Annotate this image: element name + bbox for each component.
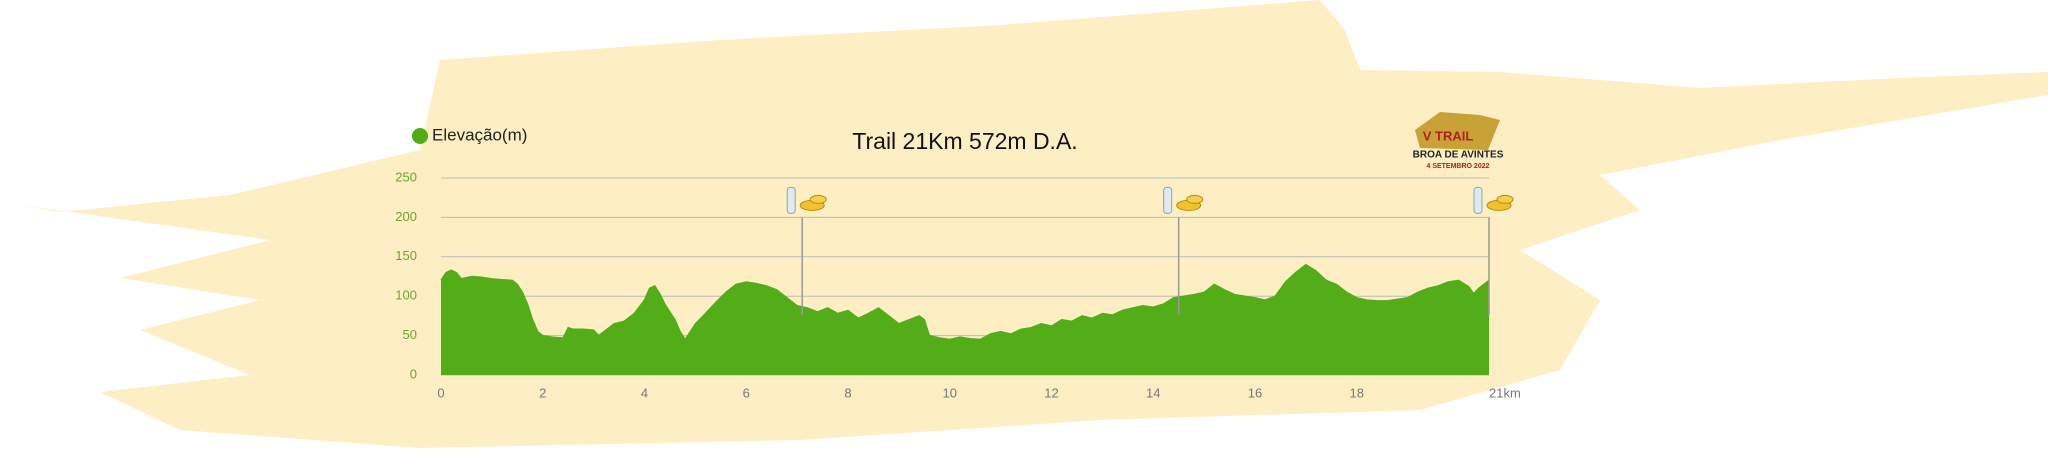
y-tick-label: 200 — [395, 209, 417, 224]
x-tick-label: 6 — [743, 385, 750, 400]
aid-station — [786, 186, 827, 315]
logo-shape — [1415, 112, 1500, 150]
x-tick-label: 21km — [1489, 385, 1521, 400]
aid-station — [1163, 186, 1204, 315]
chart-title: Trail 21Km 572m D.A. — [852, 128, 1077, 154]
logo-text: V TRAIL — [1423, 128, 1474, 143]
background-brush — [20, 0, 2048, 448]
logo-text: BROA DE AVINTES — [1413, 150, 1504, 161]
banana-icon — [1496, 194, 1514, 204]
legend-label: Elevação(m) — [432, 125, 527, 144]
y-tick-label: 250 — [395, 169, 417, 184]
logo: V TRAIL BROA DE AVINTES 4 SETEMBRO 2022 — [1413, 112, 1504, 170]
bottle-icon — [1473, 186, 1483, 214]
elevation-line — [440, 263, 1490, 341]
x-tick-label: 2 — [539, 385, 546, 400]
x-tick-label: 10 — [943, 385, 957, 400]
y-tick-label: 0 — [410, 366, 417, 381]
x-tick-label: 8 — [844, 385, 851, 400]
logo-text: 4 SETEMBRO 2022 — [1426, 163, 1489, 170]
bottle-icon — [786, 186, 796, 214]
x-tick-label: 18 — [1349, 385, 1363, 400]
banana-icon — [1186, 194, 1204, 204]
x-tick-label: 0 — [437, 385, 444, 400]
x-tick-label: 12 — [1044, 385, 1058, 400]
x-tick-label: 14 — [1146, 385, 1160, 400]
area-fill — [441, 264, 1489, 375]
legend-swatch — [412, 128, 428, 144]
banana-icon — [809, 194, 827, 204]
bottle-icon — [1163, 186, 1173, 214]
x-tick-label: 16 — [1248, 385, 1262, 400]
y-tick-label: 100 — [395, 288, 417, 303]
x-tick-label: 4 — [641, 385, 648, 400]
aid-station — [1473, 186, 1514, 315]
y-tick-label: 50 — [403, 327, 417, 342]
y-tick-label: 150 — [395, 248, 417, 263]
